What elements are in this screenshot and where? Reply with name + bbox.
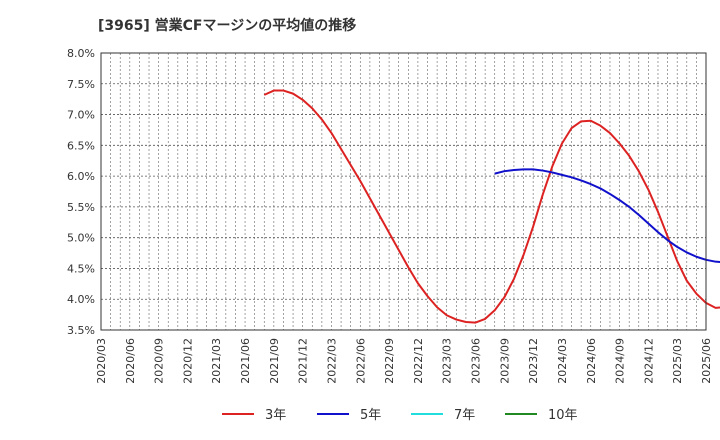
legend-label: 7年 [454,408,475,423]
x-tick-label: 2020/03 [95,338,108,384]
x-tick-label: 2025/06 [700,338,713,384]
x-tick-label: 2022/12 [412,338,425,384]
x-tick-label: 2020/06 [124,338,137,384]
x-tick-label: 2021/12 [297,338,310,384]
y-tick-label: 6.0% [67,170,95,183]
y-tick-label: 6.5% [67,139,95,152]
x-tick-label: 2022/09 [383,338,396,384]
legend-label: 3年 [265,408,286,423]
x-tick-label: 2020/12 [181,338,194,384]
series-lines [263,89,720,324]
x-tick-label: 2024/12 [642,338,655,384]
plot-frame [100,52,707,331]
y-tick-label: 5.0% [67,232,95,245]
y-tick-label: 8.0% [67,47,95,60]
y-tick-label: 4.5% [67,262,95,275]
x-tick-label: 2021/06 [239,338,252,384]
y-tick-label: 5.5% [67,201,95,214]
x-tick-label: 2025/03 [671,338,684,384]
legend-label: 5年 [360,408,381,423]
x-tick-label: 2022/03 [325,338,338,384]
chart-title: [3965] 営業CFマージンの平均値の推移 [98,17,356,34]
legend: 3年 5年 7年 10年 [222,408,578,423]
grid [101,53,706,330]
x-tick-label: 2024/09 [614,338,627,384]
series-line-3年 [263,89,720,324]
x-tick-label: 2024/06 [585,338,598,384]
y-tick-label: 7.0% [67,109,95,122]
x-tick-label: 2021/03 [210,338,223,384]
y-tick-label: 3.5% [67,324,95,337]
x-tick-label: 2023/09 [498,338,511,384]
x-tick-label: 2023/12 [527,338,540,384]
legend-label: 10年 [548,408,578,423]
x-tick-label: 2023/03 [441,338,454,384]
x-tick-label: 2022/06 [354,338,367,384]
y-axis: 8.0% 7.5% 7.0% 6.5% 6.0% 5.5% 5.0% 4.5% 4.0% 3.5% [67,47,95,337]
y-tick-label: 4.0% [67,293,95,306]
x-tick-label: 2021/09 [268,338,281,384]
x-tick-label: 2023/06 [470,338,483,384]
x-tick-label: 2020/09 [153,338,166,384]
x-tick-label: 2024/03 [556,338,569,384]
y-tick-label: 7.5% [67,78,95,91]
x-axis: 2020/03 2020/06 2020/09 2020/12 2021/03 2021/… [95,338,713,384]
series-line-5年 [494,168,720,263]
